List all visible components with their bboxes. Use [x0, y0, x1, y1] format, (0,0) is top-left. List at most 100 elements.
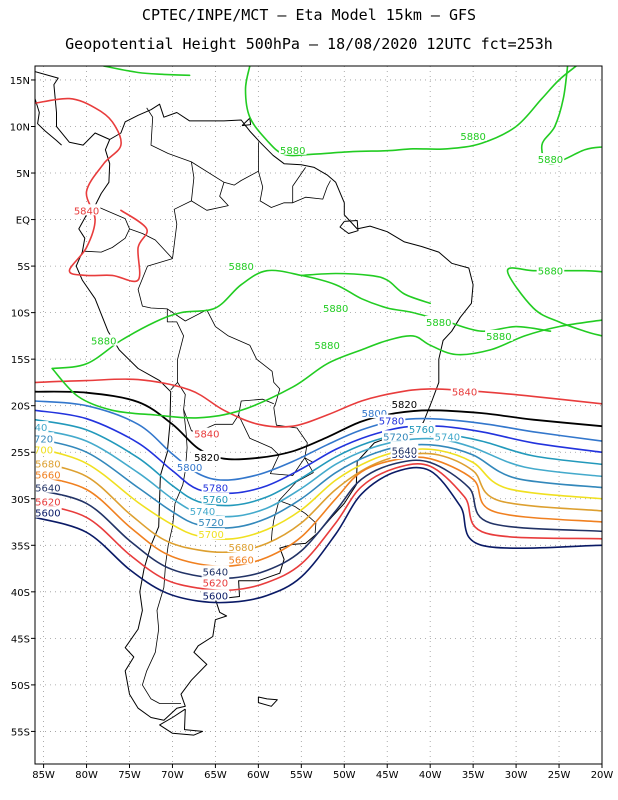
- contour-5600: [35, 466, 602, 604]
- coastline: [101, 47, 121, 53]
- contour-5880: [300, 272, 431, 305]
- lon-tick-label: 65W: [204, 770, 227, 781]
- contour-5880: [244, 66, 577, 157]
- coastline: [257, 696, 278, 707]
- contour-label: 720: [34, 434, 53, 445]
- coastline: [75, 103, 474, 721]
- contour-5880: [102, 66, 191, 77]
- contour-label: 700: [34, 445, 53, 456]
- coastline: [35, 98, 62, 146]
- lat-tick-label: 35S: [11, 541, 30, 552]
- lat-tick-label: 10S: [11, 309, 30, 320]
- lon-tick-label: 60W: [247, 770, 270, 781]
- contour-5620: [35, 462, 602, 592]
- contour-5660: [35, 456, 602, 568]
- contour-label: 5880: [323, 304, 348, 315]
- contour-label: 5760: [203, 495, 228, 506]
- contour-label: 5840: [452, 388, 477, 399]
- contour-label: 5600: [392, 450, 417, 461]
- country-border: [270, 500, 280, 542]
- contour-label: 5600: [203, 592, 228, 603]
- contour-label: 5780: [203, 484, 228, 495]
- lon-tick-label: 25W: [548, 770, 571, 781]
- contour-5880: [540, 66, 602, 165]
- coastline: [241, 117, 252, 127]
- contour-label: 5880: [91, 337, 116, 348]
- country-border: [191, 182, 229, 211]
- contour-label: 5740: [435, 432, 460, 443]
- lon-tick-label: 35W: [462, 770, 485, 781]
- contour-label: 5820: [392, 400, 417, 411]
- coastlines: [35, 47, 474, 736]
- contour-label: 5880: [486, 332, 511, 343]
- lat-tick-label: 20S: [11, 402, 30, 413]
- contour-label: 5640: [35, 484, 60, 495]
- contour-5760: [35, 418, 602, 507]
- contour-label: 5800: [177, 463, 202, 474]
- height-contours: [35, 66, 602, 604]
- country-border: [167, 308, 281, 408]
- lat-tick-label: 50S: [11, 681, 30, 692]
- contour-label: 5880: [460, 132, 485, 143]
- contour-5880: [506, 267, 602, 337]
- lon-tick-label: 40W: [419, 770, 442, 781]
- map-title-line-2: Geopotential Height 500hPa – 18/08/2020 …: [65, 35, 553, 53]
- lat-tick-label: EQ: [16, 216, 30, 227]
- contour-5840: [35, 378, 602, 428]
- contour-label: 5640: [203, 567, 228, 578]
- contour-label: 5600: [35, 509, 60, 520]
- contour-label: 5660: [228, 555, 253, 566]
- contour-5800: [35, 400, 602, 481]
- contour-label: 5680: [35, 459, 60, 470]
- contour-label: 5720: [383, 432, 408, 443]
- contour-label: 5840: [194, 430, 219, 441]
- contour-label: 5800: [362, 409, 387, 420]
- lat-tick-label: 40S: [11, 588, 30, 599]
- contour-label: 5880: [280, 146, 305, 157]
- country-border: [238, 407, 308, 476]
- country-border: [83, 205, 130, 253]
- contour-label: 5880: [426, 318, 451, 329]
- contour-labels: 5880 5880 5880 5880 5880 5880 5880 5880 5880 5880…: [34, 129, 565, 603]
- country-border: [191, 142, 259, 186]
- coastline: [339, 220, 359, 234]
- lon-tick-label: 30W: [505, 770, 528, 781]
- country-borders: [83, 107, 331, 704]
- contour-5780: [35, 409, 602, 495]
- country-border: [137, 258, 184, 391]
- contour-label: 5720: [198, 518, 223, 529]
- contour-label: 5660: [35, 471, 60, 482]
- lon-tick-label: 45W: [376, 770, 399, 781]
- contour-5740: [35, 428, 602, 518]
- contour-5680: [35, 452, 602, 554]
- lat-tick-label: 15N: [10, 76, 30, 87]
- coastline: [159, 708, 203, 736]
- contour-5640: [35, 459, 602, 580]
- country-border: [146, 107, 195, 259]
- contour-label: 5780: [379, 417, 404, 428]
- contour-label: 5740: [190, 507, 215, 518]
- map-frame: [34, 65, 603, 765]
- contour-label: 5760: [409, 425, 434, 436]
- lat-tick-label: 30S: [11, 495, 30, 506]
- contour-5840: [35, 97, 148, 283]
- contour-5880: [51, 319, 602, 419]
- contour-label: 5820: [194, 453, 219, 464]
- lon-tick-label: 55W: [290, 770, 313, 781]
- lat-tick-label: 15S: [11, 355, 30, 366]
- contour-label: 5620: [203, 579, 228, 590]
- contour-label: 5880: [538, 155, 563, 166]
- contour-label: 5640: [392, 446, 417, 457]
- coastline: [35, 71, 110, 146]
- lat-tick-label: 25S: [11, 448, 30, 459]
- country-border: [258, 167, 306, 208]
- lat-tick-label: 5S: [17, 262, 30, 273]
- contour-label: 5880: [314, 341, 339, 352]
- country-border: [129, 228, 173, 259]
- contour-label: 5840: [74, 206, 99, 217]
- lon-tick-label: 70W: [161, 770, 184, 781]
- lat-tick-label: 5N: [16, 169, 30, 180]
- contour-5820: [35, 390, 602, 461]
- contour-5700: [35, 446, 602, 540]
- lon-tick-label: 80W: [75, 770, 98, 781]
